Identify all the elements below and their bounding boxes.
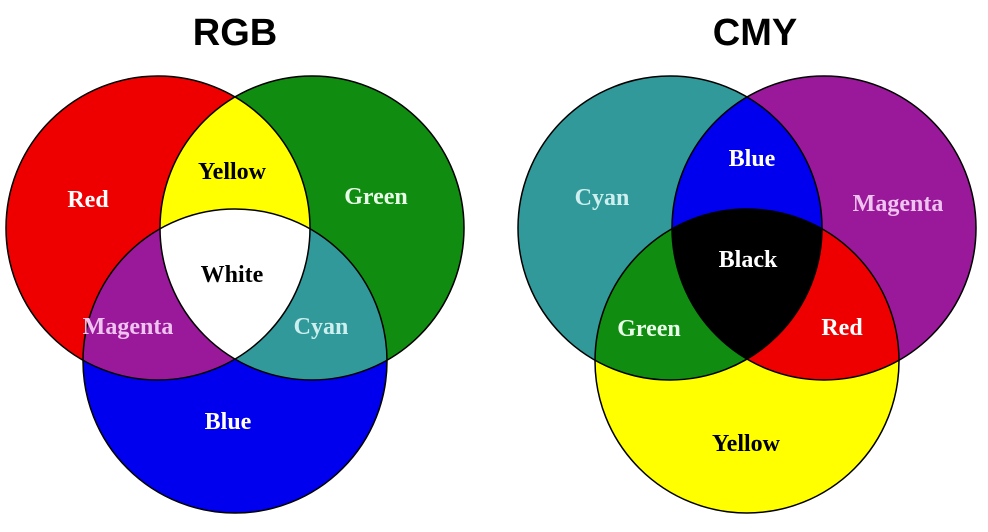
cmy-venn-diagram: CMY bbox=[517, 12, 977, 514]
cmy-label-magenta: Magenta bbox=[853, 191, 944, 217]
rgb-label-magenta: Magenta bbox=[83, 314, 174, 340]
rgb-label-blue: Blue bbox=[205, 409, 252, 435]
cmy-title: CMY bbox=[713, 12, 797, 54]
rgb-figure: RGB bbox=[5, 12, 465, 514]
cmy-label-red: Red bbox=[821, 315, 863, 341]
rgb-label-green: Green bbox=[344, 184, 408, 210]
rgb-label-yellow: Yellow bbox=[198, 159, 267, 185]
cmy-label-black: Black bbox=[719, 247, 778, 273]
rgb-title: RGB bbox=[193, 12, 277, 54]
cmy-label-blue: Blue bbox=[729, 146, 776, 172]
rgb-label-white: White bbox=[201, 262, 264, 288]
cmy-label-yellow: Yellow bbox=[712, 431, 781, 457]
rgb-venn-diagram: RGB bbox=[5, 12, 465, 514]
cmy-label-cyan: Cyan bbox=[575, 185, 630, 211]
cmy-label-green: Green bbox=[617, 316, 681, 342]
rgb-label-cyan: Cyan bbox=[294, 314, 349, 340]
rgb-outline-blue bbox=[82, 208, 388, 514]
cmy-outline-yellow bbox=[594, 208, 900, 514]
cmy-figure: CMY bbox=[494, 0, 988, 532]
rgb-label-red: Red bbox=[67, 187, 109, 213]
